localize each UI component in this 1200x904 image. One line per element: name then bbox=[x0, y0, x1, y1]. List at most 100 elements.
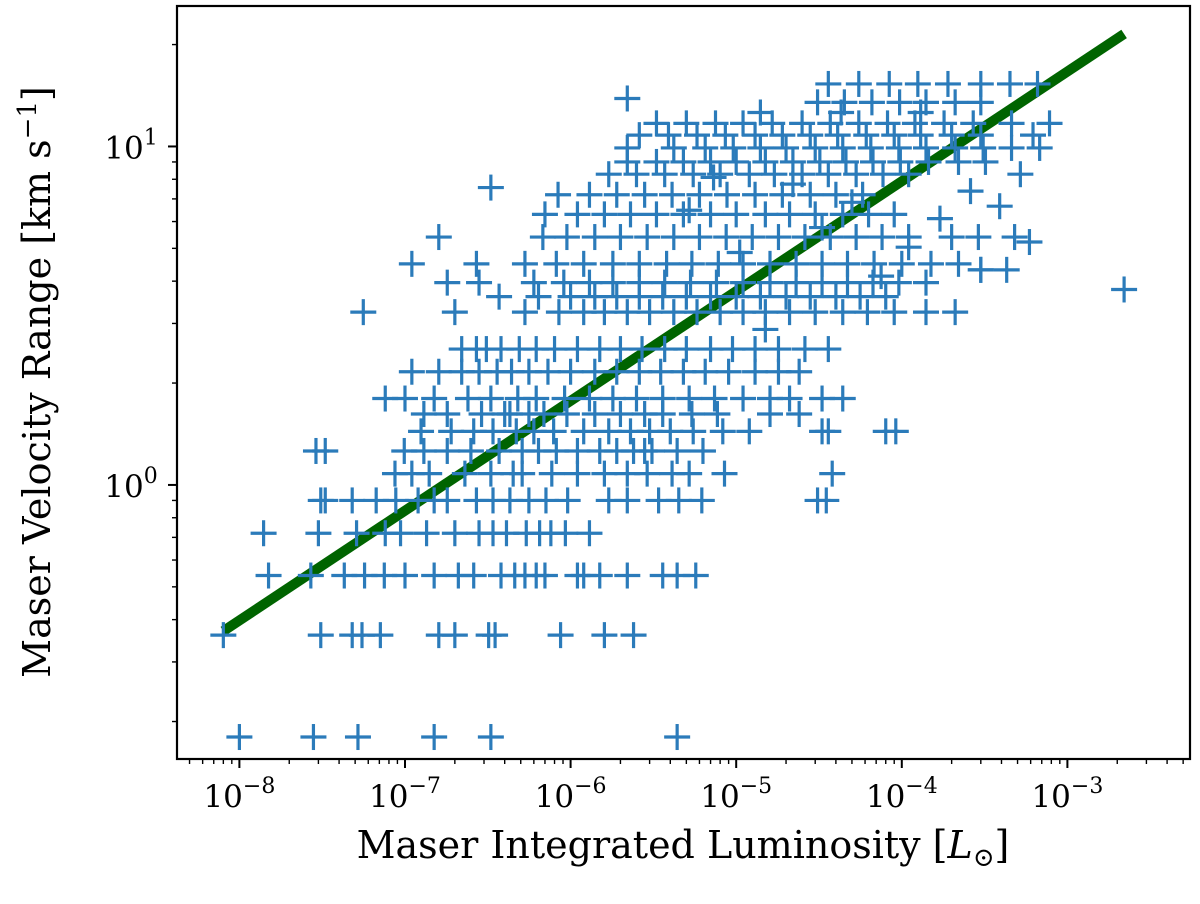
y-axis-title-end: ] bbox=[15, 86, 59, 101]
data-point bbox=[845, 110, 872, 137]
data-point bbox=[441, 622, 468, 649]
data-point bbox=[581, 224, 608, 251]
x-tick-label: 10−5 bbox=[700, 774, 772, 815]
x-tick-base: 10 bbox=[203, 779, 242, 815]
data-point bbox=[776, 385, 803, 412]
x-tick-base: 10 bbox=[1031, 779, 1070, 815]
data-point bbox=[993, 256, 1020, 283]
data-point bbox=[859, 148, 886, 175]
data-point bbox=[945, 250, 972, 277]
data-point bbox=[581, 401, 608, 428]
data-point bbox=[881, 299, 908, 326]
data-point bbox=[776, 201, 803, 228]
data-point bbox=[945, 148, 972, 175]
data-point bbox=[765, 336, 792, 363]
data-point bbox=[726, 239, 753, 266]
data-point bbox=[343, 520, 370, 547]
data-point bbox=[813, 487, 840, 514]
data-point bbox=[917, 250, 944, 277]
data-point bbox=[822, 283, 849, 310]
data-point bbox=[703, 269, 730, 296]
data-point bbox=[779, 171, 806, 198]
data-point bbox=[634, 460, 661, 487]
data-point bbox=[553, 224, 580, 251]
data-point bbox=[960, 110, 987, 137]
data-point bbox=[1026, 134, 1053, 161]
y-axis-title: Maser Velocity Range [km s−1] bbox=[13, 86, 59, 678]
data-point bbox=[855, 201, 882, 228]
data-point bbox=[747, 99, 774, 126]
data-point bbox=[828, 99, 855, 126]
plot-frame bbox=[175, 4, 1192, 761]
x-tick-exponent: −8 bbox=[243, 774, 275, 799]
data-point bbox=[531, 562, 558, 589]
data-point bbox=[802, 201, 829, 228]
data-point bbox=[868, 263, 895, 290]
data-point bbox=[967, 70, 994, 97]
data-point bbox=[367, 622, 394, 649]
data-point bbox=[434, 269, 461, 296]
data-point bbox=[531, 201, 558, 228]
data-point bbox=[607, 401, 634, 428]
data-point bbox=[723, 201, 750, 228]
data-point bbox=[773, 134, 800, 161]
x-tick-base: 10 bbox=[535, 779, 574, 815]
data-point bbox=[742, 336, 769, 363]
data-point bbox=[460, 562, 487, 589]
y-tick-label: 100 bbox=[104, 464, 157, 505]
data-point bbox=[822, 181, 849, 208]
data-point bbox=[523, 385, 550, 412]
data-point bbox=[673, 336, 700, 363]
data-point bbox=[684, 122, 711, 149]
data-point bbox=[451, 460, 478, 487]
data-point bbox=[678, 250, 705, 277]
data-point bbox=[719, 336, 746, 363]
x-tick-label: 10−8 bbox=[203, 774, 275, 815]
data-point bbox=[804, 89, 831, 116]
data-point bbox=[438, 418, 465, 445]
data-point bbox=[747, 134, 774, 161]
data-point bbox=[742, 122, 769, 149]
data-point bbox=[626, 122, 653, 149]
data-point bbox=[713, 224, 740, 251]
data-point bbox=[700, 164, 727, 191]
data-point bbox=[779, 148, 806, 175]
data-point bbox=[967, 256, 994, 283]
data-point bbox=[545, 181, 572, 208]
data-point bbox=[591, 622, 618, 649]
data-point bbox=[938, 224, 965, 251]
data-point bbox=[957, 178, 984, 205]
data-point bbox=[670, 148, 697, 175]
data-point bbox=[915, 148, 942, 175]
data-point bbox=[545, 299, 572, 326]
data-point bbox=[664, 724, 691, 751]
data-point bbox=[926, 205, 953, 232]
x-axis-title-end: ] bbox=[995, 823, 1010, 867]
data-point bbox=[530, 401, 557, 428]
data-point bbox=[752, 148, 779, 175]
data-point bbox=[972, 148, 999, 175]
data-point bbox=[636, 299, 663, 326]
data-point bbox=[350, 299, 377, 326]
x-tick-label: 10−6 bbox=[535, 774, 607, 815]
data-point bbox=[634, 224, 661, 251]
data-point bbox=[391, 385, 418, 412]
data-point bbox=[591, 460, 618, 487]
data-point bbox=[421, 385, 448, 412]
data-point bbox=[692, 358, 719, 385]
data-point bbox=[599, 250, 626, 277]
x-axis-title: Maser Integrated Luminosity [L⊙] bbox=[357, 823, 1010, 873]
x-tick-base: 10 bbox=[866, 779, 905, 815]
y-tick-base: 10 bbox=[104, 469, 143, 505]
data-point bbox=[591, 299, 618, 326]
data-point bbox=[576, 269, 603, 296]
data-point bbox=[564, 460, 591, 487]
data-point bbox=[660, 134, 687, 161]
data-point bbox=[709, 418, 736, 445]
data-point bbox=[586, 562, 613, 589]
data-point bbox=[885, 269, 912, 296]
data-point bbox=[723, 283, 750, 310]
data-point bbox=[730, 299, 757, 326]
data-point bbox=[664, 437, 691, 464]
data-point bbox=[599, 385, 626, 412]
